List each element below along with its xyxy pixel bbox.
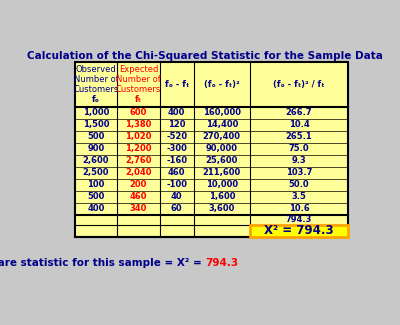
Bar bbox=[250, 225, 348, 237]
Text: 500: 500 bbox=[87, 192, 105, 201]
Text: 266.7: 266.7 bbox=[286, 108, 312, 117]
Text: 211,600: 211,600 bbox=[203, 168, 241, 177]
Text: 1,020: 1,020 bbox=[125, 132, 152, 141]
Text: -160: -160 bbox=[166, 156, 187, 165]
Text: 2,760: 2,760 bbox=[125, 156, 152, 165]
Text: The Chi-Square statistic for this sample = X² =: The Chi-Square statistic for this sample… bbox=[0, 258, 205, 268]
Text: 400: 400 bbox=[87, 204, 105, 213]
Text: 40: 40 bbox=[171, 192, 182, 201]
Text: X² = 794.3: X² = 794.3 bbox=[264, 224, 334, 237]
Text: 1,380: 1,380 bbox=[125, 120, 152, 129]
Text: 3,600: 3,600 bbox=[209, 204, 235, 213]
Text: 265.1: 265.1 bbox=[286, 132, 312, 141]
Text: (fₒ - fₜ)² / fₜ: (fₒ - fₜ)² / fₜ bbox=[273, 80, 325, 89]
Text: 270,400: 270,400 bbox=[203, 132, 241, 141]
Text: Expected: Expected bbox=[119, 65, 158, 74]
Text: 1,200: 1,200 bbox=[125, 144, 152, 153]
Text: fₒ - fₜ: fₒ - fₜ bbox=[164, 80, 189, 89]
Text: 75.0: 75.0 bbox=[289, 144, 310, 153]
Text: 160,000: 160,000 bbox=[203, 108, 241, 117]
Text: fₜ: fₜ bbox=[135, 95, 142, 104]
Text: 103.7: 103.7 bbox=[286, 168, 312, 177]
Text: Number of: Number of bbox=[74, 75, 118, 84]
Text: 794.3: 794.3 bbox=[286, 215, 312, 224]
Text: 600: 600 bbox=[130, 108, 147, 117]
Text: 900: 900 bbox=[87, 144, 105, 153]
Text: 60: 60 bbox=[171, 204, 182, 213]
Text: 340: 340 bbox=[130, 204, 147, 213]
Text: 10.6: 10.6 bbox=[289, 204, 310, 213]
Text: -300: -300 bbox=[166, 144, 187, 153]
Text: 14,400: 14,400 bbox=[206, 120, 238, 129]
Text: Customers: Customers bbox=[116, 85, 161, 94]
Text: 2,600: 2,600 bbox=[83, 156, 109, 165]
Text: fₒ: fₒ bbox=[92, 95, 100, 104]
Text: 460: 460 bbox=[130, 192, 147, 201]
Text: -100: -100 bbox=[166, 180, 187, 189]
Text: 460: 460 bbox=[168, 168, 186, 177]
Text: Customers: Customers bbox=[73, 85, 119, 94]
Text: 1,500: 1,500 bbox=[83, 120, 109, 129]
Text: 3.5: 3.5 bbox=[292, 192, 306, 201]
Text: 50.0: 50.0 bbox=[289, 180, 310, 189]
Text: 200: 200 bbox=[130, 180, 147, 189]
Text: Observed: Observed bbox=[76, 65, 116, 74]
Text: -520: -520 bbox=[166, 132, 187, 141]
Text: 400: 400 bbox=[168, 108, 185, 117]
Text: 120: 120 bbox=[168, 120, 186, 129]
Text: 1,000: 1,000 bbox=[83, 108, 109, 117]
Text: 10,000: 10,000 bbox=[206, 180, 238, 189]
Text: (fₒ - fₜ)²: (fₒ - fₜ)² bbox=[204, 80, 240, 89]
Text: 25,600: 25,600 bbox=[206, 156, 238, 165]
Text: 2,500: 2,500 bbox=[83, 168, 109, 177]
Text: 500: 500 bbox=[87, 132, 105, 141]
Text: 100: 100 bbox=[87, 180, 105, 189]
Text: 794.3: 794.3 bbox=[205, 258, 238, 268]
Bar bbox=[75, 62, 348, 237]
Text: Number of: Number of bbox=[116, 75, 161, 84]
Text: 10.4: 10.4 bbox=[289, 120, 310, 129]
Text: Calculation of the Chi-Squared Statistic for the Sample Data: Calculation of the Chi-Squared Statistic… bbox=[27, 51, 383, 60]
Text: 1,600: 1,600 bbox=[208, 192, 235, 201]
Text: 2,040: 2,040 bbox=[125, 168, 152, 177]
Text: 9.3: 9.3 bbox=[292, 156, 306, 165]
Text: 90,000: 90,000 bbox=[206, 144, 238, 153]
